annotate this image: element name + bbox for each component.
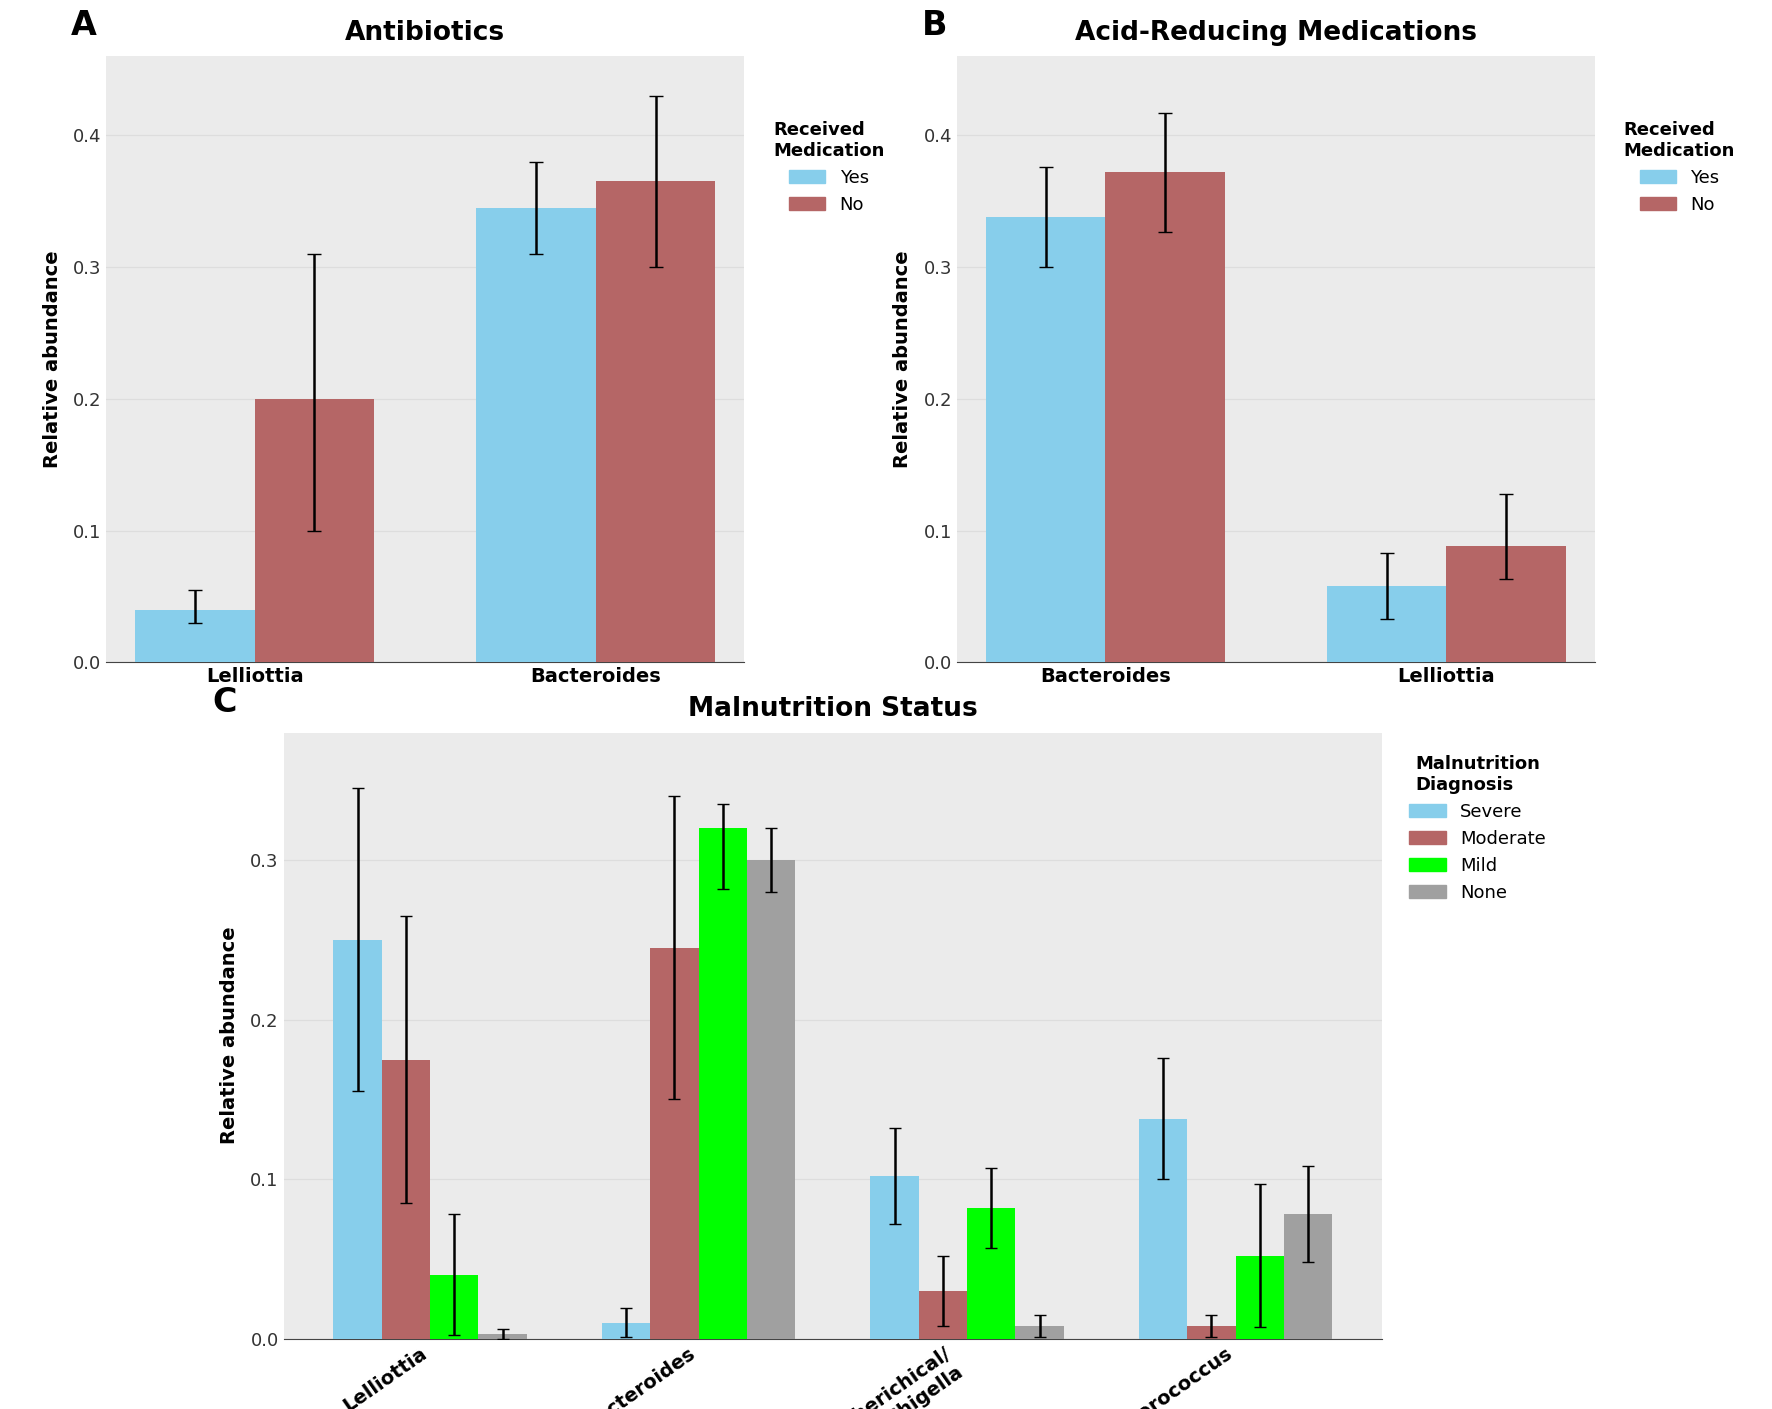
- Title: Malnutrition Status: Malnutrition Status: [688, 696, 978, 721]
- Legend: Yes, No: Yes, No: [766, 114, 891, 221]
- Bar: [650, 948, 698, 1339]
- Bar: [381, 1060, 431, 1339]
- Bar: [1139, 1119, 1187, 1339]
- Bar: [1235, 1255, 1285, 1339]
- Y-axis label: Relative abundance: Relative abundance: [220, 927, 239, 1144]
- Legend: Severe, Moderate, Mild, None: Severe, Moderate, Mild, None: [1402, 748, 1552, 909]
- Bar: [477, 209, 595, 662]
- Y-axis label: Relative abundance: Relative abundance: [43, 251, 62, 468]
- Y-axis label: Relative abundance: Relative abundance: [893, 251, 913, 468]
- Bar: [333, 940, 381, 1339]
- Bar: [918, 1291, 968, 1339]
- Bar: [135, 610, 255, 662]
- Bar: [968, 1208, 1015, 1339]
- Bar: [1015, 1326, 1063, 1339]
- Bar: [431, 1275, 478, 1339]
- Bar: [985, 217, 1106, 662]
- Text: C: C: [213, 686, 237, 719]
- Title: Antibiotics: Antibiotics: [346, 20, 505, 45]
- Text: A: A: [71, 10, 97, 42]
- Bar: [595, 182, 716, 662]
- Bar: [1446, 547, 1566, 662]
- Bar: [698, 828, 748, 1339]
- Bar: [1285, 1215, 1333, 1339]
- Bar: [255, 399, 374, 662]
- Title: Acid-Reducing Medications: Acid-Reducing Medications: [1076, 20, 1476, 45]
- Bar: [1187, 1326, 1235, 1339]
- Bar: [748, 861, 796, 1339]
- Bar: [1106, 172, 1224, 662]
- Text: B: B: [921, 10, 946, 42]
- Bar: [478, 1334, 526, 1339]
- Bar: [1327, 586, 1446, 662]
- Legend: Yes, No: Yes, No: [1616, 114, 1742, 221]
- Bar: [602, 1323, 650, 1339]
- Bar: [870, 1177, 918, 1339]
